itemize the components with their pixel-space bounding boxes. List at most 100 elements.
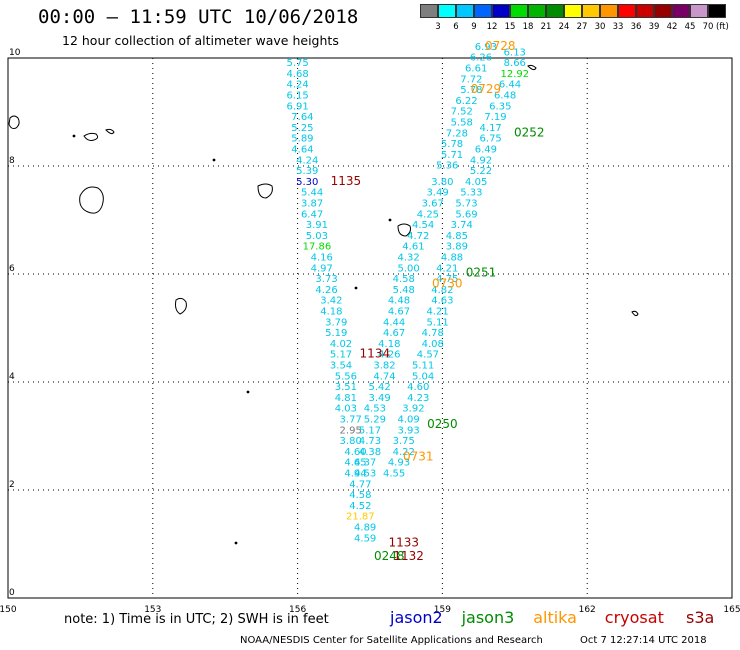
wave-height-value: 6.61: [465, 64, 487, 75]
wave-height-value: 5.11: [412, 361, 434, 372]
legend-label: 24: [558, 22, 570, 32]
wave-height-value: 4.89: [354, 523, 376, 534]
y-tick-label: 10: [9, 48, 21, 58]
wave-height-value: 4.93: [388, 458, 410, 469]
wave-height-value: 4.52: [349, 501, 371, 512]
x-tick-label: 162: [579, 605, 596, 615]
wave-height-value: 4.64: [291, 145, 313, 156]
map-frame: 150 153 156 159 162 165 0 2 4 6 8 10: [0, 48, 740, 615]
wave-height-value: 5.30: [296, 177, 318, 188]
map-title: 00:00 – 11:59 UTC 10/06/2018: [38, 6, 359, 28]
island-outline: [631, 310, 639, 317]
legend-swatch: [708, 4, 726, 18]
wave-height-value: 4.68: [286, 69, 308, 80]
wave-height-value: 5.75: [286, 58, 308, 69]
wave-height-value: 6.35: [489, 101, 511, 112]
pass-time-label: 1134: [360, 347, 391, 361]
wave-height-value: 5.03: [306, 231, 328, 242]
wave-height-value: 4.81: [335, 393, 357, 404]
wave-height-value: 5.42: [369, 382, 391, 393]
wave-height-value: 3.67: [422, 199, 444, 210]
coastline-islands: [8, 64, 639, 545]
wave-height-value: 3.42: [320, 296, 342, 307]
wave-height-value: 4.48: [388, 296, 410, 307]
island-outline: [397, 223, 411, 237]
x-tick-label: 153: [144, 605, 161, 615]
wave-height-value: 3.91: [306, 220, 328, 231]
island-outline: [8, 115, 20, 129]
wave-height-value: 4.02: [330, 339, 352, 350]
legend-swatch: [438, 4, 456, 18]
wave-height-value: 6.44: [499, 80, 521, 91]
legend-swatch: [618, 4, 636, 18]
legend-label: 42: [666, 22, 678, 32]
satellite-cryosat: cryosat: [604, 608, 664, 627]
wave-height-value: 4.17: [480, 123, 502, 134]
wave-height-value: 6.48: [494, 91, 516, 102]
wave-height-value: 4.24: [296, 155, 318, 166]
wave-height-value: 7.28: [446, 128, 468, 139]
legend-label: 3: [435, 22, 441, 32]
wave-height-value: 5.17: [359, 425, 381, 436]
y-tick-label: 2: [9, 480, 15, 490]
legend-label: 9: [471, 22, 477, 32]
wave-height-value: 4.58: [393, 274, 415, 285]
wave-height-value: 4.03: [335, 404, 357, 415]
legend-swatch: [690, 4, 708, 18]
wave-height-value: 5.17: [330, 350, 352, 361]
legend-label: 12: [486, 22, 498, 32]
wave-height-value: 12.92: [500, 69, 529, 80]
legend-swatch: [420, 4, 438, 18]
wave-height-value: 6.13: [504, 47, 526, 58]
legend-swatch: [492, 4, 510, 18]
wave-height-value: 4.26: [378, 350, 400, 361]
pass-time-label: 0251: [466, 266, 497, 280]
wave-height-value: 4.58: [349, 490, 371, 501]
legend-swatch: [546, 4, 564, 18]
wave-height-value: 7.19: [484, 112, 506, 123]
generation-timestamp: Oct 7 12:27:14 UTC 2018: [580, 635, 707, 646]
wave-height-value: 5.44: [301, 188, 323, 199]
satellite-jason2: jason2: [390, 608, 443, 627]
wave-height-value: 6.22: [455, 96, 477, 107]
wave-height-value: 4.85: [446, 231, 468, 242]
wave-height-value: 4.54: [412, 220, 434, 231]
wave-height-value: 4.37: [354, 458, 376, 469]
wave-height-value: 4.09: [397, 415, 419, 426]
pass-time-label: 0248: [374, 549, 405, 563]
wave-height-value: 3.80: [431, 177, 453, 188]
wave-height-value: 3.89: [446, 242, 468, 253]
wave-height-value: 6.49: [475, 145, 497, 156]
legend-label: 6: [453, 22, 459, 32]
x-tick-label: 156: [289, 605, 306, 615]
satellite-altika: altika: [533, 608, 577, 627]
wave-height-value: 5.48: [393, 285, 415, 296]
wave-height-value: 4.82: [431, 285, 453, 296]
wave-height-value: 6.75: [480, 134, 502, 145]
island-outline: [527, 64, 537, 71]
wave-height-value: 4.94: [344, 469, 366, 480]
island-outline: [79, 186, 104, 214]
pass-time-label: 0729: [471, 82, 502, 96]
wave-height-value: 3.75: [393, 436, 415, 447]
legend-swatch: [654, 4, 672, 18]
legend-label: 21: [540, 22, 552, 32]
legend-unit: (ft): [716, 22, 729, 32]
wave-height-value: 5.73: [455, 199, 477, 210]
legend-label: 33: [612, 22, 624, 32]
wave-height-value: 3.74: [451, 220, 473, 231]
wave-height-value: 5.56: [335, 371, 357, 382]
wave-height-value: 7.72: [460, 74, 482, 85]
wave-height-value: 21.87: [346, 512, 375, 523]
wave-height-value: 4.22: [393, 447, 415, 458]
legend-label: 70: [702, 22, 714, 32]
y-tick-label: 8: [9, 156, 15, 166]
wave-height-value: 4.16: [311, 253, 333, 264]
wave-height-value: 4.65: [344, 458, 366, 469]
credit-line: NOAA/NESDIS Center for Satellite Applica…: [240, 635, 543, 646]
pass-time-label: 1132: [393, 549, 424, 563]
wave-height-value: 4.57: [417, 350, 439, 361]
wave-height-value: 4.77: [349, 479, 371, 490]
wave-height-value: 4.88: [441, 253, 463, 264]
wave-height-value: 3.73: [315, 274, 337, 285]
